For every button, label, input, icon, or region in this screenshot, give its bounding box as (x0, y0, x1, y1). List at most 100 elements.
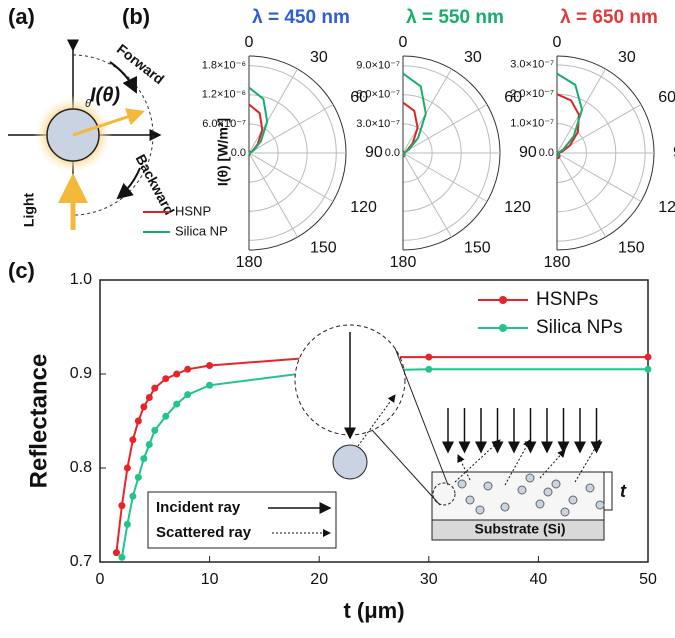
theta-tick-label: 120 (504, 199, 531, 216)
data-point (173, 370, 181, 378)
intensity-curve (556, 72, 584, 158)
zoom-line (371, 429, 441, 506)
grid-spoke (248, 68, 298, 154)
theta-tick-label: 120 (658, 199, 675, 216)
x-tick-label: 40 (530, 571, 548, 588)
thickness-label: t (620, 481, 627, 501)
x-tick-label: 50 (639, 571, 657, 588)
grid-spoke (402, 104, 488, 154)
theta-tick-label: 30 (310, 49, 328, 66)
theta-tick-label: 180 (544, 254, 571, 271)
r-tick-label: 2.0×10⁻⁷ (510, 88, 554, 100)
r-tick-label: 0.0 (539, 147, 554, 159)
x-tick-label: 0 (96, 571, 105, 588)
intensity-curve (402, 72, 427, 157)
panel-label: (a) (8, 4, 35, 29)
scatter-arrow (574, 439, 601, 483)
r-tick-label: 1.0×10⁻⁷ (510, 118, 554, 130)
theta-tick-label: 60 (658, 89, 675, 106)
inset-legend (147, 491, 337, 549)
theta-tick-label: 120 (350, 199, 377, 216)
scattered-label: Scattered ray (156, 524, 252, 541)
particles (454, 439, 605, 517)
data-point (162, 412, 170, 420)
particle (568, 495, 578, 505)
substrate (431, 519, 605, 541)
particle (560, 507, 570, 517)
data-point (644, 353, 652, 361)
arrow (116, 167, 141, 200)
plot-frame (99, 279, 649, 563)
data-point (425, 365, 433, 373)
theta-tick-label: 90 (365, 144, 383, 161)
data-point (112, 549, 120, 557)
data-point (118, 502, 126, 510)
r-tick-label: 3.0×10⁻⁷ (356, 118, 400, 130)
y-tick-label: 0.9 (70, 365, 92, 382)
particle (517, 485, 527, 495)
theta-tick-label: 150 (618, 239, 645, 256)
backward-label: Backward (133, 152, 178, 218)
polar-axis-label: I(θ) [W/m²] (215, 118, 231, 186)
particle (500, 502, 510, 512)
data-point (173, 400, 181, 408)
r-tick-label: 3.0×10⁻⁷ (510, 59, 554, 71)
substrate-label: Substrate (Si) (474, 521, 565, 537)
incident-arrays (442, 408, 603, 454)
r-tick-label: 6.0×10⁻⁷ (356, 89, 400, 101)
r-tick-label: 6.0×10⁻⁷ (202, 118, 246, 130)
r-tick-label: 0.0 (385, 147, 400, 159)
data-point (425, 353, 433, 361)
grid-spoke (402, 152, 452, 238)
particle (525, 473, 535, 483)
r-tick-label: 1.8×10⁻⁶ (202, 60, 246, 72)
particle (543, 487, 553, 497)
theta-tick-label: 0 (399, 34, 408, 51)
data-point (123, 464, 131, 472)
particle (457, 479, 467, 489)
y-tick-label: 0.7 (70, 553, 92, 570)
intensity-curve (556, 93, 581, 160)
film (431, 471, 605, 521)
particle (475, 505, 485, 515)
data-point (162, 375, 170, 383)
polar-title: λ = 550 nm (406, 7, 504, 28)
grid-spoke (402, 68, 452, 154)
data-point (134, 417, 142, 425)
panel-label: (b) (122, 4, 150, 29)
data-point (145, 441, 153, 448)
data-point (134, 473, 142, 481)
theta-tick-label: 60 (504, 89, 522, 106)
theta-tick-label: 0 (245, 34, 254, 51)
r-tick-label: 1.2×10⁻⁶ (202, 89, 246, 101)
forward-label: Forward (114, 41, 167, 88)
zoom-source (432, 482, 456, 506)
data-point (129, 492, 137, 500)
bracket (604, 471, 613, 511)
particle (535, 499, 545, 509)
ray (72, 108, 145, 137)
scattering-diagram: θ I(θ) Forward Backward Light (8, 39, 178, 230)
theta-tick-label: 180 (236, 254, 263, 271)
legend-label: Silica NP (175, 223, 228, 238)
data-point (129, 436, 137, 444)
legend-label: Silica NPs (536, 317, 623, 338)
theta-tick-label: 150 (464, 239, 491, 256)
particle (585, 483, 595, 493)
arc (72, 54, 154, 216)
polar-title: λ = 450 nm (252, 7, 350, 28)
intensity-curve (248, 86, 269, 156)
grid-spoke (402, 152, 488, 202)
data-point (151, 426, 159, 434)
data-point (118, 553, 126, 561)
theta-tick-label: 180 (390, 254, 417, 271)
particle (551, 479, 561, 489)
panel-label: (c) (8, 258, 35, 283)
x-axis-label: t (μm) (343, 598, 404, 623)
data-point (140, 455, 148, 463)
theta-tick-label: 30 (618, 49, 636, 66)
scatter-arrow (504, 439, 531, 486)
y-tick-label: 0.8 (70, 459, 92, 476)
x-tick-label: 10 (201, 571, 219, 588)
